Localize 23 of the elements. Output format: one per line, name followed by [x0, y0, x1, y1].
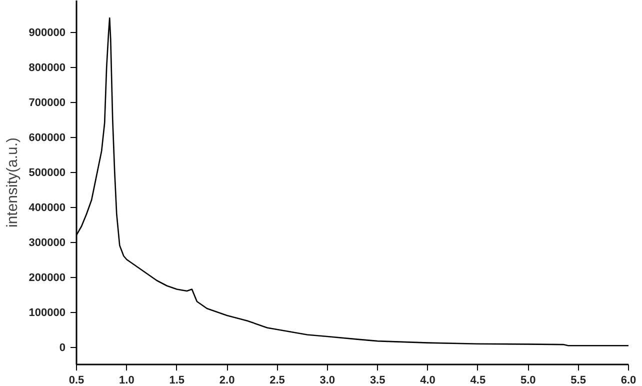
x-tick-label: 1.0 — [119, 374, 134, 386]
x-tick-label: 4.0 — [420, 374, 436, 386]
x-tick-label: 5.0 — [520, 374, 536, 386]
y-tick-label: 400000 — [28, 202, 66, 214]
x-tick-label: 2.5 — [270, 374, 285, 386]
x-tick-label: 5.5 — [570, 374, 586, 386]
x-tick-label: 4.5 — [470, 374, 486, 386]
x-tick-label: 3.5 — [370, 374, 386, 386]
y-tick-label: 200000 — [28, 272, 66, 284]
y-axis-title: intensity(a.u.) — [4, 137, 21, 228]
x-tick-label: 2.0 — [219, 374, 235, 386]
x-tick-label: 6.0 — [620, 374, 636, 386]
y-tick-label: 900000 — [28, 27, 66, 39]
y-tick-label: 600000 — [28, 132, 66, 144]
x-tick-label: 0.5 — [68, 374, 84, 386]
y-tick-label: 100000 — [28, 307, 66, 319]
y-tick-label: 800000 — [28, 62, 66, 74]
y-tick-label: 300000 — [28, 237, 66, 249]
y-tick-label: 700000 — [28, 97, 66, 109]
x-tick-label: 1.5 — [169, 374, 185, 386]
y-tick-label: 500000 — [28, 167, 66, 179]
y-tick-label: 0 — [59, 342, 66, 354]
x-tick-label: 3.0 — [320, 374, 336, 386]
